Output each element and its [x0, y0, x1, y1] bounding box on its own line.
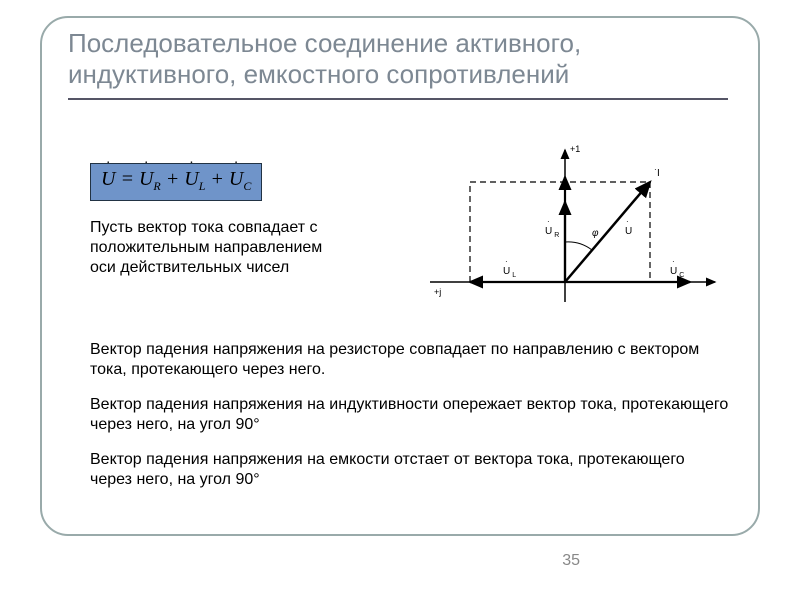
eq-UR: U [139, 168, 153, 191]
paragraph-2: Вектор падения напряжения на резисторе с… [90, 340, 730, 380]
svg-text:·: · [672, 257, 675, 266]
svg-text:·: · [654, 165, 657, 174]
slide-title: Последовательное соединение активного, и… [68, 28, 728, 90]
vec-I-label: I [657, 168, 660, 179]
paragraph-1: Пусть вектор тока совпадает с положитель… [90, 218, 350, 278]
svg-text:·: · [505, 257, 508, 266]
title-block: Последовательное соединение активного, и… [68, 28, 728, 100]
paragraph-4: Вектор падения напряжения на емкости отс… [90, 450, 730, 490]
svg-text:·: · [547, 217, 550, 226]
title-rule [68, 98, 728, 100]
vec-U-label: U [625, 226, 632, 237]
axis-plus1-label: +1 [570, 144, 580, 154]
paragraph-3: Вектор падения напряжения на индуктивнос… [90, 395, 730, 435]
vec-UR-label: U [545, 226, 552, 237]
voltage-equation: U = UR + UL + UC [90, 163, 262, 201]
eq-UC: U [229, 168, 243, 191]
page-number: 35 [562, 552, 580, 570]
axis-plusj-label: +j [434, 287, 441, 297]
svg-text:UC: UC [670, 266, 684, 279]
svg-text:·: · [626, 217, 629, 226]
vec-UC-label: U [670, 266, 677, 277]
phasor-diagram: +1 +j I · U · UR · UL · UC · φ [410, 142, 730, 322]
eq-UL: U [184, 168, 198, 191]
svg-text:UL: UL [503, 266, 516, 279]
phi-label: φ [592, 228, 599, 239]
svg-text:UR: UR [545, 226, 559, 239]
eq-U: U [101, 168, 115, 191]
vec-UL-label: U [503, 266, 510, 277]
